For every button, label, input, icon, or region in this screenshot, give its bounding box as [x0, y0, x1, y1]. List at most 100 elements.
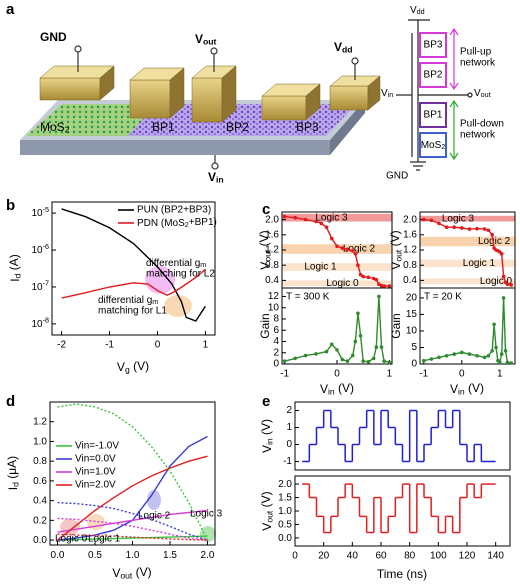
- plot-frame: [294, 401, 511, 471]
- y-axis-label: Gain: [258, 313, 272, 338]
- text-part: 10: [31, 282, 43, 293]
- data-point: [335, 244, 339, 248]
- x-axis-label: Time (ns): [377, 567, 427, 581]
- data-line: [57, 501, 208, 541]
- pins: [74, 45, 359, 170]
- band-label: Logic 2: [343, 244, 376, 255]
- data-point: [437, 355, 441, 360]
- text-part: in: [458, 387, 465, 397]
- tick-label: 10: [268, 302, 280, 313]
- plot-frame: [419, 287, 516, 365]
- bp2-transistor: [419, 62, 447, 88]
- mos2-transistor: [419, 132, 447, 158]
- data-point: [422, 358, 426, 363]
- tick-label: -2: [57, 340, 66, 351]
- y-axis-label: Vout (V): [388, 230, 404, 269]
- tick-label: 0.5: [88, 550, 102, 561]
- label: MoS2: [421, 140, 446, 151]
- y-axis-label: Vin (V): [259, 419, 275, 453]
- data-point: [350, 353, 355, 358]
- legend-label: Vin=0.0V: [75, 454, 116, 465]
- tick-label: -1: [283, 456, 292, 467]
- electrode: [191, 77, 223, 123]
- text-part: 2.0: [201, 550, 215, 561]
- tick-label: 0.5: [278, 519, 292, 530]
- data-point: [379, 345, 384, 349]
- tick-label: 20: [406, 293, 418, 304]
- tick-label: 0: [273, 359, 279, 370]
- data-point: [486, 353, 491, 358]
- text-part: 0.2: [33, 515, 47, 526]
- data-point: [366, 359, 371, 364]
- band-label: Logic 0: [326, 278, 359, 289]
- data-point: [494, 345, 498, 350]
- logic-band: [282, 213, 392, 222]
- data-point: [452, 352, 457, 356]
- data-point: [499, 252, 504, 256]
- tick-label: 0.0: [278, 533, 292, 544]
- tick-label: 2: [273, 347, 279, 358]
- text-part: in: [328, 387, 335, 397]
- band-label: Logic 3: [442, 213, 475, 224]
- data-point: [437, 221, 441, 226]
- electrode: [129, 79, 171, 119]
- electrode: [329, 85, 369, 111]
- highlight: [200, 526, 216, 542]
- text-part: V: [334, 40, 342, 54]
- tick-label: 10-6: [31, 242, 49, 256]
- text-part: out: [263, 249, 273, 262]
- tick-label: 1: [497, 369, 503, 380]
- text-part: V: [112, 566, 120, 580]
- tick-label: 10: [406, 326, 418, 337]
- text-part: 0.0: [51, 550, 65, 561]
- text-part: in: [265, 438, 275, 445]
- tick-label: 2: [286, 405, 292, 416]
- pin: [211, 162, 219, 170]
- data-point: [345, 359, 350, 363]
- data-point: [498, 360, 502, 365]
- tick-label: 140: [487, 551, 504, 562]
- data-point: [293, 215, 297, 220]
- data-point: [350, 248, 355, 253]
- text-part: I: [8, 278, 22, 281]
- tick-label: 1.6: [403, 229, 417, 240]
- text-part: 1.0: [33, 436, 47, 447]
- data-point: [467, 227, 472, 231]
- electrode: [221, 65, 237, 123]
- label: BP3: [424, 40, 443, 51]
- data-point: [374, 277, 379, 282]
- text-part: -6: [43, 242, 49, 251]
- text-part: 2.0: [278, 479, 292, 490]
- text-part: MoS: [40, 120, 65, 134]
- tick-label: 6: [273, 325, 279, 336]
- text-part: (V): [130, 359, 149, 373]
- text-part: (V): [335, 381, 354, 395]
- substrate-side: [330, 100, 365, 155]
- data-point: [490, 233, 495, 237]
- data-point: [387, 360, 392, 365]
- data-point: [482, 355, 487, 360]
- text-part: 10: [31, 245, 43, 256]
- y-axis-label: Vout (V): [259, 491, 275, 530]
- label: Pull-up: [460, 47, 492, 58]
- tick-label: 0.6: [33, 476, 47, 487]
- text-part: V: [117, 360, 125, 374]
- data-point: [482, 227, 487, 231]
- data-point: [319, 221, 324, 226]
- legend-label: PUN (BP2+BP3): [137, 205, 211, 216]
- data-point: [467, 352, 472, 356]
- data-point: [293, 356, 297, 361]
- tick-label: 0.2: [33, 515, 47, 526]
- logic-band: [420, 278, 515, 285]
- legend-label: Vin=2.0V: [75, 480, 116, 491]
- data-line: [61, 208, 206, 322]
- text-part: in: [388, 90, 394, 99]
- text-part: V: [381, 88, 388, 99]
- band-label: Logic 2: [478, 236, 511, 247]
- electrode: [305, 83, 321, 121]
- text-part: 1.5: [278, 492, 292, 503]
- text-part: -5: [43, 205, 49, 214]
- tick-label: 120: [459, 551, 476, 562]
- annotation: T = 300 K: [286, 292, 330, 303]
- data-line: [57, 533, 208, 541]
